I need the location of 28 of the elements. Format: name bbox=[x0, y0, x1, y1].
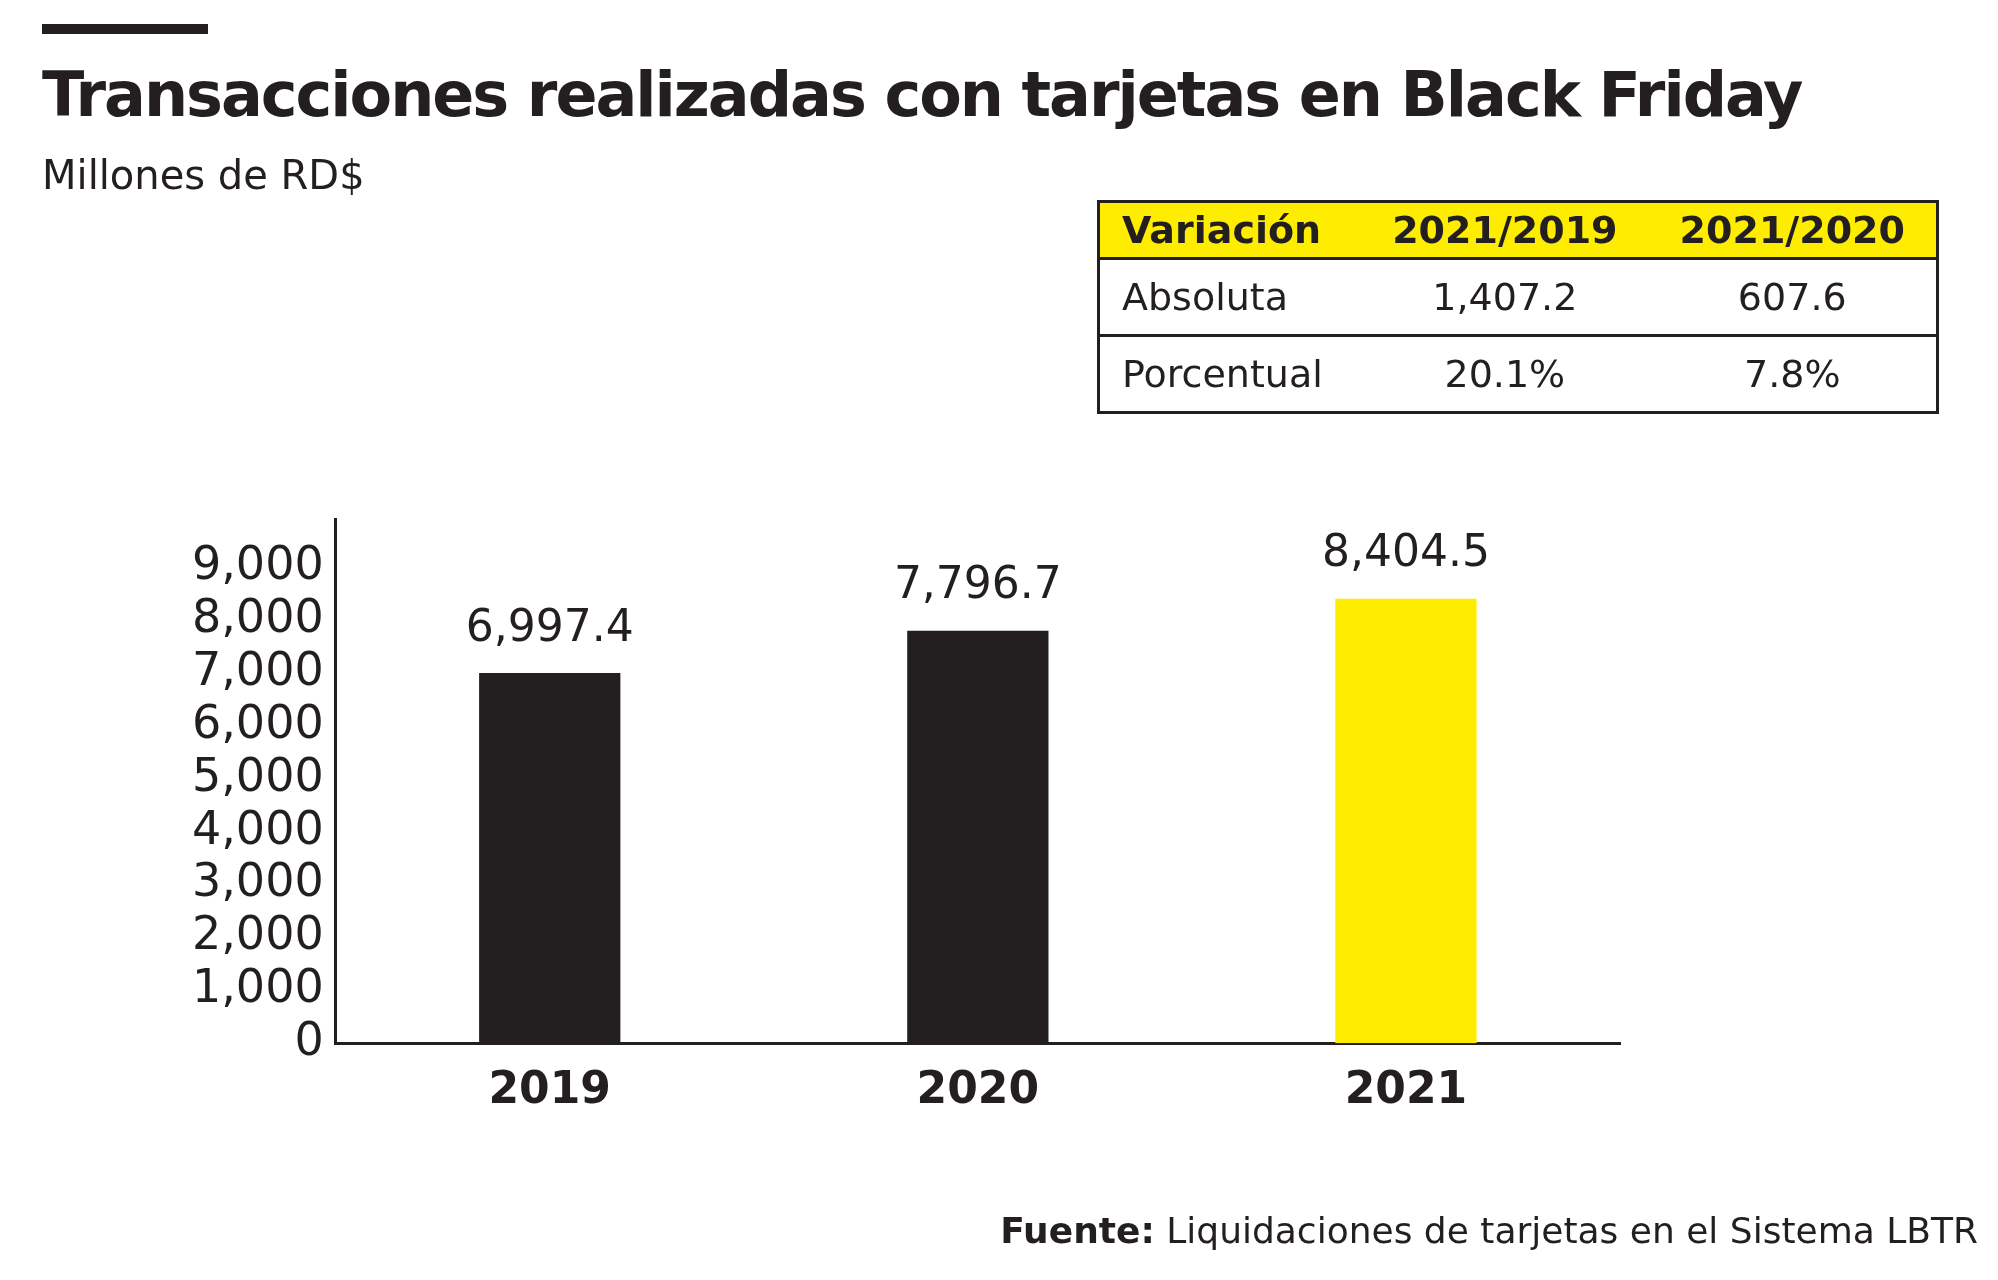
text: Variación bbox=[1098, 201, 1362, 259]
data-label: 7,796.7 bbox=[893, 557, 1062, 609]
y-tick-label: 5,000 bbox=[191, 747, 324, 802]
text: 20.1% bbox=[1361, 335, 1649, 413]
text: 2021/2020 bbox=[1648, 201, 1938, 259]
y-tick-label: 3,000 bbox=[191, 853, 324, 908]
x-tick-label: 2019 bbox=[488, 1062, 611, 1114]
x-tick-label: 2021 bbox=[1344, 1062, 1468, 1114]
data-label: 8,404.5 bbox=[1321, 525, 1490, 577]
chart-subtitle: Millones de RD$ bbox=[42, 152, 365, 198]
text: 7.8% bbox=[1648, 335, 1938, 413]
chart-title: Transacciones realizadas con tarjetas en Black Friday bbox=[42, 58, 1802, 131]
y-tick-label: 2,000 bbox=[191, 906, 324, 961]
data-label: 6,997.4 bbox=[465, 599, 634, 651]
text: 607.6 bbox=[1648, 258, 1938, 336]
y-tick-label: 0 bbox=[294, 1012, 324, 1067]
y-tick-label: 7,000 bbox=[191, 641, 324, 696]
y-tick-label: 9,000 bbox=[191, 536, 324, 591]
text: 1,407.2 bbox=[1361, 258, 1649, 336]
text: Porcentual bbox=[1098, 335, 1362, 413]
y-tick-label: 1,000 bbox=[191, 959, 324, 1014]
x-tick-label: 2020 bbox=[916, 1062, 1040, 1114]
y-tick-label: 8,000 bbox=[191, 589, 324, 644]
text: 2021/2019 bbox=[1361, 201, 1649, 259]
source-note: Fuente: Liquidaciones de tarjetas en el Sistema LBTR bbox=[1000, 1210, 1978, 1251]
y-tick-label: 4,000 bbox=[191, 800, 324, 855]
y-tick-label: 6,000 bbox=[191, 694, 324, 749]
text: Absoluta bbox=[1098, 258, 1362, 336]
